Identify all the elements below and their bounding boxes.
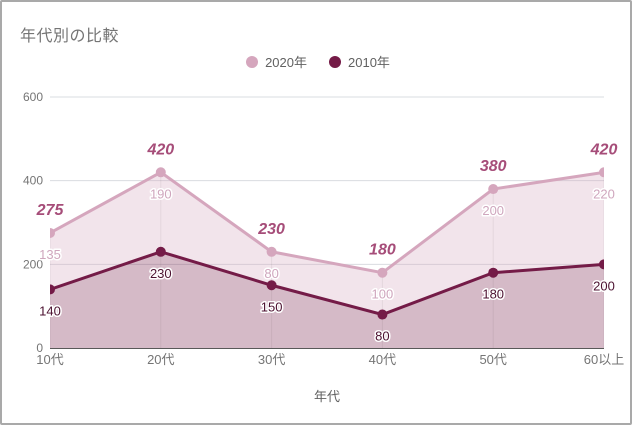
point-2010-50代[interactable]	[488, 267, 499, 278]
total-label-50代: 380	[480, 158, 507, 175]
x-tick-label-50代: 50代	[479, 352, 506, 367]
point-2020-60以上[interactable]	[599, 167, 609, 178]
chart-title: 年代別の比較	[20, 28, 120, 45]
x-axis-title: 年代	[313, 389, 341, 404]
legend-item-2020[interactable]: 2020年	[246, 52, 307, 71]
value-label-2020-40代: 100	[372, 287, 394, 302]
value-label-2020-30代: 80	[264, 266, 278, 281]
x-tick-label-40代: 40代	[369, 352, 396, 367]
total-label-30代: 230	[257, 221, 285, 238]
value-label-2010-20代: 230	[150, 266, 172, 281]
value-label-2020-10代: 135	[39, 247, 61, 262]
legend-swatch-2010-icon	[329, 55, 341, 68]
series-2020-area[interactable]	[50, 172, 604, 315]
legend-label-2020: 2020年	[265, 55, 307, 70]
value-label-2020-50代: 200	[482, 203, 504, 218]
y-tick-label-400: 400	[23, 174, 43, 188]
y-tick-label-200: 200	[23, 257, 43, 271]
point-2010-40代[interactable]	[377, 309, 388, 320]
value-label-2010-30代: 150	[261, 299, 283, 314]
y-tick-label-600: 600	[23, 90, 43, 104]
value-label-2010-50代: 180	[482, 287, 504, 302]
x-tick-label-20代: 20代	[147, 352, 174, 367]
point-2020-10代[interactable]	[45, 227, 55, 238]
legend-item-2010[interactable]: 2010年	[329, 52, 390, 71]
series-2020-line[interactable]	[50, 170, 604, 275]
value-label-2020-60以上: 220	[593, 186, 615, 201]
value-label-2010-40代: 80	[375, 329, 389, 344]
point-2010-20代[interactable]	[155, 246, 166, 257]
y-tick-label-0: 0	[36, 341, 43, 355]
series-2010-line[interactable]	[50, 250, 604, 317]
point-2010-10代[interactable]	[45, 284, 55, 295]
point-2010-30代[interactable]	[266, 280, 277, 291]
total-label-60以上: 420	[590, 141, 618, 158]
point-2020-20代[interactable]	[155, 167, 166, 178]
value-label-2010-10代: 140	[39, 303, 61, 318]
value-label-2010-60以上: 200	[593, 278, 615, 293]
point-2020-50代[interactable]	[488, 184, 499, 195]
total-label-10代: 275	[36, 202, 65, 219]
point-2020-30代[interactable]	[266, 246, 277, 257]
legend-swatch-2020-icon	[246, 55, 259, 68]
value-label-2020-20代: 190	[150, 186, 172, 201]
point-2010-60以上[interactable]	[599, 259, 609, 270]
legend: 2020年 2010年	[2, 52, 630, 71]
series-group	[45, 167, 609, 348]
legend-label-2010: 2010年	[348, 55, 390, 70]
point-2020-40代[interactable]	[377, 267, 388, 278]
total-label-40代: 180	[369, 242, 396, 259]
x-tick-label-60以上: 60以上	[584, 352, 624, 367]
total-label-20代: 420	[146, 141, 174, 158]
x-tick-label-10代: 10代	[36, 352, 63, 367]
x-tick-label-30代: 30代	[258, 352, 285, 367]
